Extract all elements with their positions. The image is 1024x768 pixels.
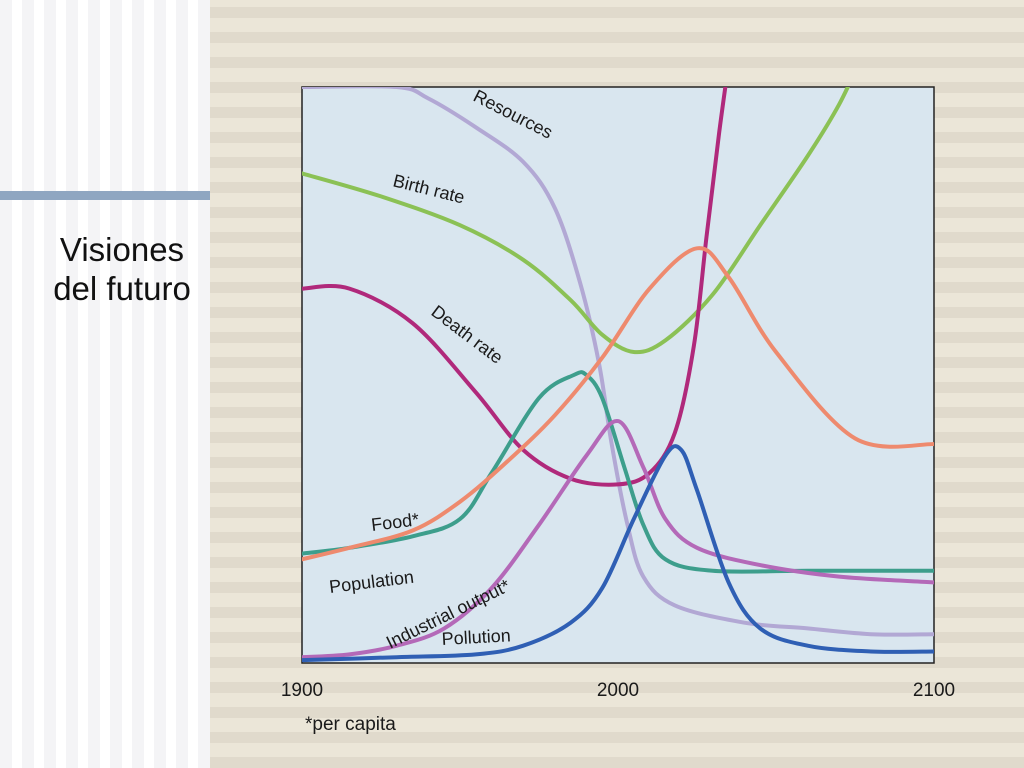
series-label-pollution: Pollution (441, 625, 511, 649)
series-line-birth-rate (302, 87, 851, 355)
series-line-resources (302, 87, 934, 637)
slide-title: Visiones del futuro (53, 231, 191, 307)
series-line-industrial-output (302, 419, 934, 660)
series-line-death-rate (302, 87, 728, 487)
x-tick-label-1900: 1900 (281, 680, 323, 701)
slide-stripe-background (0, 0, 210, 768)
x-tick-label-2100: 2100 (913, 680, 955, 701)
plot-area (301, 86, 935, 664)
series-layer (302, 87, 934, 663)
x-tick-label-2000: 2000 (597, 680, 639, 701)
series-line-population (302, 246, 934, 562)
footnote-per-capita: *per capita (305, 714, 396, 735)
slide-accent-bar (0, 191, 210, 200)
series-line-pollution (302, 444, 934, 663)
